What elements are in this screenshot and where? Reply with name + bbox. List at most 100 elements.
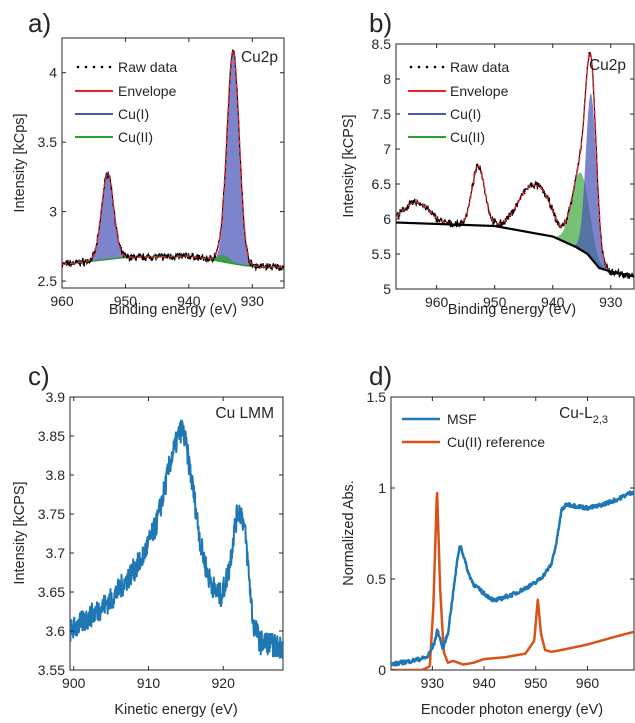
y-tick-label: 2.5 xyxy=(38,273,58,289)
panel-a-title: Cu2p xyxy=(241,49,278,66)
panel-c-x-ticks: 900 910 920 xyxy=(62,397,235,691)
panel-b-cu2-fill xyxy=(396,172,634,277)
y-tick-label: 1 xyxy=(378,480,386,496)
panel-c-letter: c) xyxy=(28,361,50,391)
panel-d-y-ticks: 0 0.5 1 1.5 xyxy=(367,389,634,678)
panel-b-legend-cu2: Cu(II) xyxy=(408,129,485,145)
x-tick-label: 940 xyxy=(541,294,565,310)
panel-a-legend: Raw data Envelope Cu(I) Cu(II) xyxy=(75,59,177,145)
y-tick-label: 0 xyxy=(378,662,386,678)
panel-a-cu1-fill xyxy=(62,52,284,268)
panel-d-title-main: Cu-L xyxy=(559,405,593,422)
panel-b-background-line xyxy=(396,221,634,278)
panel-b-legend-cu1: Cu(I) xyxy=(408,106,481,122)
x-tick-label: 930 xyxy=(241,293,265,309)
panel-b-legend-raw-label: Raw data xyxy=(450,59,509,75)
panel-a-x-ticks: 960 950 940 930 xyxy=(50,38,264,309)
x-tick-label: 930 xyxy=(421,675,445,691)
y-tick-label: 3.7 xyxy=(46,545,66,561)
panel-a-envelope xyxy=(62,49,284,268)
panel-a-legend-envelope: Envelope xyxy=(75,83,177,99)
panel-d-msf-line xyxy=(391,490,634,667)
panel-d-legend-cu2ref: Cu(II) reference xyxy=(402,434,545,450)
y-tick-label: 6 xyxy=(383,211,391,227)
y-tick-label: 3.6 xyxy=(46,623,66,639)
panel-b-y-ticks: 5 5.5 6 6.5 7 7.5 8 8.5 xyxy=(372,36,634,297)
panel-b-legend-cu1-label: Cu(I) xyxy=(450,106,481,122)
y-tick-label: 0.5 xyxy=(367,571,387,587)
y-tick-label: 8.5 xyxy=(372,36,392,52)
panel-b-letter: b) xyxy=(369,8,392,38)
panel-c-title: Cu LMM xyxy=(215,405,274,422)
panel-c-series-line xyxy=(70,419,283,659)
y-tick-label: 6.5 xyxy=(372,176,392,192)
panel-b-legend-envelope-label: Envelope xyxy=(450,83,509,99)
y-tick-label: 3.9 xyxy=(46,389,66,405)
panel-c-y-label: Intensity [kCPS] xyxy=(12,481,28,584)
y-tick-label: 3.5 xyxy=(38,134,58,150)
panel-b-envelope xyxy=(396,51,634,278)
panel-a-legend-cu2: Cu(II) xyxy=(75,129,153,145)
panel-b-legend-envelope: Envelope xyxy=(408,83,509,99)
panel-b-legend-cu2-label: Cu(II) xyxy=(450,129,485,145)
y-tick-label: 5 xyxy=(383,281,391,297)
y-tick-label: 3.65 xyxy=(38,584,65,600)
panel-a-legend-cu2-label: Cu(II) xyxy=(118,129,153,145)
y-tick-label: 5.5 xyxy=(372,246,392,262)
x-tick-label: 950 xyxy=(524,675,548,691)
panel-a-legend-cu1: Cu(I) xyxy=(75,106,149,122)
x-tick-label: 900 xyxy=(62,675,86,691)
y-tick-label: 3 xyxy=(49,204,57,220)
panel-a-cu2-fill xyxy=(62,254,284,268)
panel-a-letter: a) xyxy=(28,8,51,38)
panel-a: a) 2.5 3 3.5 4 960 950 940 930 Cu2p Raw data E… xyxy=(12,8,285,318)
panel-a-legend-raw-label: Raw data xyxy=(118,59,177,75)
x-tick-label: 910 xyxy=(137,675,161,691)
y-tick-label: 8 xyxy=(383,71,391,87)
panel-b-x-label: Binding energy (eV) xyxy=(448,302,576,318)
x-tick-label: 920 xyxy=(212,675,236,691)
panel-a-y-label: Intensity [kCps] xyxy=(12,113,28,212)
panel-d-legend: MSF Cu(II) reference xyxy=(402,411,545,450)
y-tick-label: 3.75 xyxy=(38,506,65,522)
x-tick-label: 960 xyxy=(576,675,600,691)
panel-d-legend-msf-label: MSF xyxy=(447,411,477,427)
panel-b-x-ticks: 960 950 940 930 xyxy=(425,44,623,310)
y-tick-label: 4 xyxy=(49,65,57,81)
x-tick-label: 950 xyxy=(114,293,138,309)
panel-b-legend-raw: Raw data xyxy=(409,59,509,75)
y-tick-label: 7.5 xyxy=(372,106,392,122)
y-tick-label: 3.55 xyxy=(38,662,65,678)
y-tick-label: 7 xyxy=(383,141,391,157)
panel-d-legend-msf: MSF xyxy=(402,411,477,427)
panel-b-title: Cu2p xyxy=(589,57,626,74)
y-tick-label: 1.5 xyxy=(367,389,387,405)
panel-b-legend: Raw data Envelope Cu(I) Cu(II) xyxy=(408,59,509,145)
panel-a-legend-raw: Raw data xyxy=(76,59,177,75)
panel-d-cu2-reference-line xyxy=(391,491,634,670)
x-tick-label: 950 xyxy=(483,294,507,310)
panel-d: d) 0 0.5 1 1.5 930 940 950 960 Cu-L2,3 MSF Cu(… xyxy=(341,361,635,718)
panel-a-y-ticks: 2.5 3 3.5 4 xyxy=(38,65,284,289)
panel-b-y-label: Intensity [kCPS] xyxy=(341,114,357,217)
panel-d-y-label: Normalized Abs. xyxy=(341,480,357,586)
panel-d-title-subscript: 2,3 xyxy=(593,414,608,426)
panel-a-legend-envelope-label: Envelope xyxy=(118,83,177,99)
panel-b: b) 5 5.5 6 6.5 7 7.5 8 8.5 960 950 940 930 Cu2p Ra… xyxy=(341,8,635,318)
panel-d-legend-cu2ref-label: Cu(II) reference xyxy=(447,434,545,450)
panel-a-legend-cu1-label: Cu(I) xyxy=(118,106,149,122)
panel-d-x-label: Encoder photon energy (eV) xyxy=(421,702,603,718)
y-tick-label: 3.8 xyxy=(46,467,66,483)
panel-d-letter: d) xyxy=(369,361,392,391)
panel-c-x-label: Kinetic energy (eV) xyxy=(114,702,237,718)
x-tick-label: 960 xyxy=(425,294,449,310)
panel-a-x-label: Binding energy (eV) xyxy=(109,302,237,318)
panel-c: c) 3.55 3.6 3.65 3.7 3.75 3.8 3.85 3.9 900 910 92… xyxy=(12,361,284,718)
panel-d-title: Cu-L2,3 xyxy=(559,405,608,426)
x-tick-label: 960 xyxy=(50,293,74,309)
y-tick-label: 3.85 xyxy=(38,428,65,444)
panel-b-cu1-fill xyxy=(396,93,634,277)
x-tick-label: 930 xyxy=(599,294,623,310)
panel-d-x-ticks: 930 940 950 960 xyxy=(421,397,600,691)
